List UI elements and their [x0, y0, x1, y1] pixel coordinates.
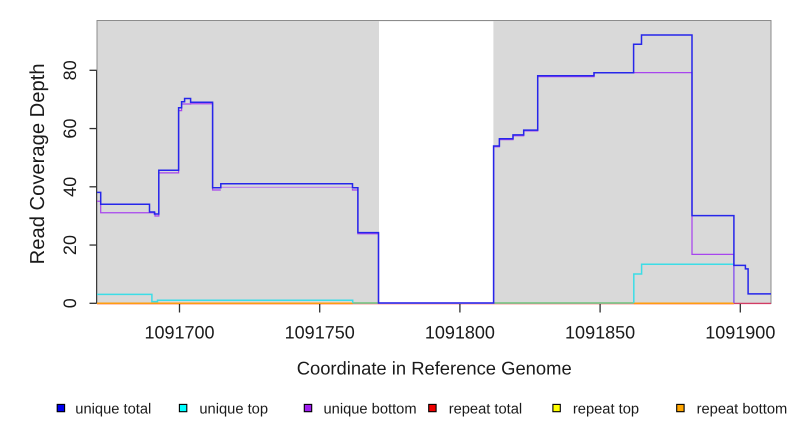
svg-text:0: 0	[60, 298, 80, 308]
svg-text:40: 40	[60, 177, 80, 197]
svg-text:20: 20	[60, 235, 80, 255]
svg-text:unique total: unique total	[75, 401, 151, 417]
svg-text:Coordinate in Reference Genome: Coordinate in Reference Genome	[297, 358, 572, 379]
svg-text:unique bottom: unique bottom	[324, 401, 417, 417]
svg-text:repeat top: repeat top	[573, 401, 639, 417]
svg-text:repeat bottom: repeat bottom	[697, 401, 788, 417]
svg-text:1091750: 1091750	[285, 323, 355, 343]
svg-text:1091850: 1091850	[565, 323, 635, 343]
svg-text:unique top: unique top	[199, 401, 268, 417]
svg-text:1091900: 1091900	[705, 323, 775, 343]
svg-text:1091700: 1091700	[144, 323, 214, 343]
svg-text:60: 60	[60, 119, 80, 139]
svg-text:Read Coverage Depth: Read Coverage Depth	[27, 63, 49, 264]
svg-text:repeat total: repeat total	[449, 401, 523, 417]
svg-text:1091800: 1091800	[425, 323, 495, 343]
svg-text:80: 80	[60, 60, 80, 80]
